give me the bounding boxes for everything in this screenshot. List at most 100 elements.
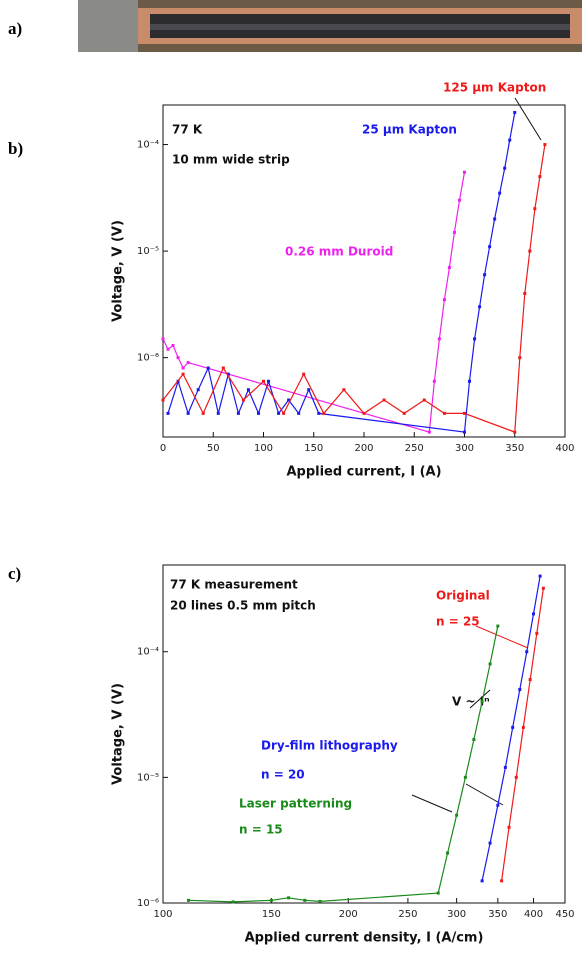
x-tick-label: 400 bbox=[555, 443, 574, 454]
annotation: n = 20 bbox=[261, 768, 305, 782]
annotation: V ~ Iⁿ bbox=[452, 695, 490, 709]
data-point bbox=[493, 217, 497, 221]
data-point bbox=[318, 899, 322, 903]
data-point bbox=[241, 398, 245, 402]
data-point bbox=[256, 411, 260, 415]
data-point bbox=[473, 337, 477, 341]
x-tick-label: 200 bbox=[354, 443, 373, 454]
data-point bbox=[422, 398, 426, 402]
y-tick-label: 10⁻⁴ bbox=[137, 140, 159, 151]
x-tick-label: 150 bbox=[304, 443, 323, 454]
annotation: 77 K measurement bbox=[170, 578, 298, 592]
data-point bbox=[342, 388, 346, 392]
x-tick-label: 150 bbox=[262, 909, 281, 920]
data-point bbox=[488, 245, 492, 249]
series-label: 0.26 mm Duroid bbox=[285, 245, 393, 259]
data-point bbox=[533, 207, 537, 211]
series-label: 25 µm Kapton bbox=[362, 123, 457, 137]
data-point bbox=[478, 305, 482, 309]
data-point bbox=[518, 356, 522, 360]
x-tick-label: 300 bbox=[455, 443, 474, 454]
data-point bbox=[538, 175, 542, 179]
x-tick-label: 400 bbox=[524, 909, 543, 920]
data-point bbox=[186, 411, 190, 415]
x-axis-label: Applied current density, I (A/cm) bbox=[245, 931, 484, 946]
data-point bbox=[277, 411, 281, 415]
data-point bbox=[463, 170, 466, 174]
data-point bbox=[496, 624, 500, 628]
series-line bbox=[481, 575, 541, 882]
panel-label: c) bbox=[8, 564, 21, 583]
data-point bbox=[488, 841, 492, 845]
x-tick-label: 200 bbox=[339, 909, 358, 920]
x-axis-label: Applied current, I (A) bbox=[286, 465, 441, 480]
data-point bbox=[181, 372, 185, 376]
data-point bbox=[206, 366, 210, 370]
data-point bbox=[442, 411, 446, 415]
data-point bbox=[362, 411, 366, 415]
series-line bbox=[162, 172, 466, 433]
x-tick-label: 350 bbox=[488, 909, 507, 920]
series-label: 125 µm Kapton bbox=[443, 81, 546, 95]
x-tick-label: 250 bbox=[405, 443, 424, 454]
series-label: Dry-film lithography bbox=[261, 739, 398, 753]
data-point bbox=[483, 273, 487, 277]
data-point bbox=[446, 851, 450, 855]
x-tick-label: 0 bbox=[160, 443, 166, 454]
data-point bbox=[402, 411, 406, 415]
data-point bbox=[436, 891, 440, 895]
data-point bbox=[525, 650, 529, 654]
annotation: n = 25 bbox=[436, 615, 480, 629]
x-tick-label: 450 bbox=[555, 909, 574, 920]
data-point bbox=[166, 347, 170, 351]
data-point bbox=[514, 775, 518, 779]
data-point bbox=[528, 678, 532, 682]
x-tick-label: 100 bbox=[254, 443, 273, 454]
data-point bbox=[521, 725, 525, 729]
data-point bbox=[496, 803, 500, 807]
data-point bbox=[528, 249, 532, 253]
data-point bbox=[269, 898, 273, 902]
data-point bbox=[287, 896, 291, 900]
data-point bbox=[480, 700, 484, 704]
data-point bbox=[236, 411, 240, 415]
data-point bbox=[171, 344, 175, 348]
data-point bbox=[186, 898, 190, 902]
data-point bbox=[437, 337, 441, 341]
data-point bbox=[468, 379, 472, 383]
plot-frame bbox=[162, 564, 566, 904]
data-point bbox=[472, 738, 476, 742]
data-point bbox=[455, 813, 459, 817]
data-point bbox=[452, 230, 456, 234]
data-point bbox=[317, 411, 321, 415]
annotation: 10 mm wide strip bbox=[172, 153, 290, 167]
series-label: Original bbox=[436, 589, 490, 603]
data-point bbox=[463, 411, 466, 415]
data-point bbox=[488, 662, 492, 666]
data-point bbox=[201, 411, 205, 415]
data-point bbox=[166, 411, 170, 415]
data-point bbox=[518, 688, 522, 692]
data-point bbox=[161, 398, 165, 402]
data-point bbox=[507, 825, 511, 829]
data-point bbox=[221, 366, 225, 370]
x-tick-label: 100 bbox=[153, 909, 172, 920]
panel-label: a) bbox=[8, 19, 22, 38]
data-point bbox=[267, 379, 271, 383]
data-point bbox=[432, 379, 436, 383]
data-point bbox=[196, 388, 200, 392]
data-point bbox=[463, 430, 466, 434]
data-point bbox=[382, 398, 386, 402]
data-point bbox=[523, 291, 527, 295]
data-point bbox=[297, 411, 301, 415]
y-axis-label: Voltage, V (V) bbox=[111, 683, 126, 785]
series-line bbox=[162, 144, 546, 433]
y-tick-label: 10⁻⁴ bbox=[137, 647, 159, 658]
data-point bbox=[216, 411, 220, 415]
data-point bbox=[538, 574, 542, 578]
data-point bbox=[513, 110, 517, 114]
y-tick-label: 10⁻⁵ bbox=[137, 246, 159, 257]
data-point bbox=[442, 298, 446, 302]
annotation: 77 K bbox=[172, 123, 203, 137]
